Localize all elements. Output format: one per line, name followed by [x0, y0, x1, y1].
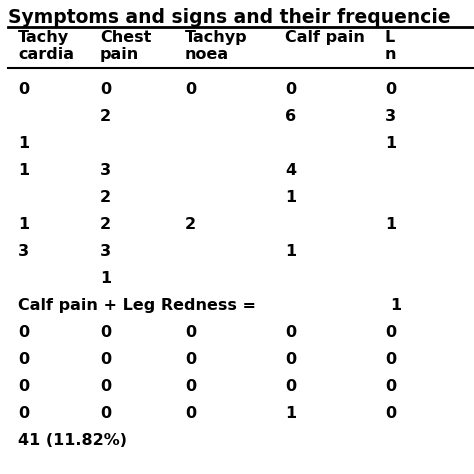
Text: 1: 1	[385, 217, 396, 232]
Text: L: L	[385, 30, 395, 45]
Text: 41 (11.82%): 41 (11.82%)	[18, 433, 127, 448]
Text: 1: 1	[285, 244, 296, 259]
Text: 0: 0	[18, 379, 29, 394]
Text: 0: 0	[185, 352, 196, 367]
Text: 4: 4	[285, 163, 296, 178]
Text: 1: 1	[285, 190, 296, 205]
Text: 1: 1	[385, 136, 396, 151]
Text: 6: 6	[285, 109, 296, 124]
Text: Tachy: Tachy	[18, 30, 69, 45]
Text: 0: 0	[185, 379, 196, 394]
Text: 0: 0	[385, 82, 396, 97]
Text: 0: 0	[385, 379, 396, 394]
Text: 0: 0	[385, 406, 396, 421]
Text: 0: 0	[100, 352, 111, 367]
Text: 0: 0	[385, 325, 396, 340]
Text: Symptoms and signs and their frequencie: Symptoms and signs and their frequencie	[8, 8, 451, 27]
Text: 0: 0	[185, 82, 196, 97]
Text: 2: 2	[185, 217, 196, 232]
Text: 1: 1	[100, 271, 111, 286]
Text: 2: 2	[100, 109, 111, 124]
Text: 0: 0	[185, 325, 196, 340]
Text: pain: pain	[100, 47, 139, 62]
Text: Chest: Chest	[100, 30, 151, 45]
Text: 0: 0	[285, 379, 296, 394]
Text: 0: 0	[285, 325, 296, 340]
Text: 3: 3	[385, 109, 396, 124]
Text: n: n	[385, 47, 396, 62]
Text: noea: noea	[185, 47, 229, 62]
Text: cardia: cardia	[18, 47, 74, 62]
Text: 1: 1	[285, 406, 296, 421]
Text: 0: 0	[18, 406, 29, 421]
Text: 0: 0	[100, 379, 111, 394]
Text: 2: 2	[100, 217, 111, 232]
Text: 1: 1	[390, 298, 401, 313]
Text: Calf pain: Calf pain	[285, 30, 365, 45]
Text: 0: 0	[285, 352, 296, 367]
Text: 0: 0	[18, 325, 29, 340]
Text: Tachyp: Tachyp	[185, 30, 247, 45]
Text: 2: 2	[100, 190, 111, 205]
Text: 1: 1	[18, 136, 29, 151]
Text: 3: 3	[18, 244, 29, 259]
Text: 3: 3	[100, 163, 111, 178]
Text: 0: 0	[185, 406, 196, 421]
Text: Calf pain + Leg Redness =: Calf pain + Leg Redness =	[18, 298, 256, 313]
Text: 0: 0	[385, 352, 396, 367]
Text: 3: 3	[100, 244, 111, 259]
Text: 1: 1	[18, 163, 29, 178]
Text: 0: 0	[18, 82, 29, 97]
Text: 0: 0	[18, 352, 29, 367]
Text: 0: 0	[100, 82, 111, 97]
Text: 0: 0	[285, 82, 296, 97]
Text: 0: 0	[100, 325, 111, 340]
Text: 0: 0	[100, 406, 111, 421]
Text: 1: 1	[18, 217, 29, 232]
